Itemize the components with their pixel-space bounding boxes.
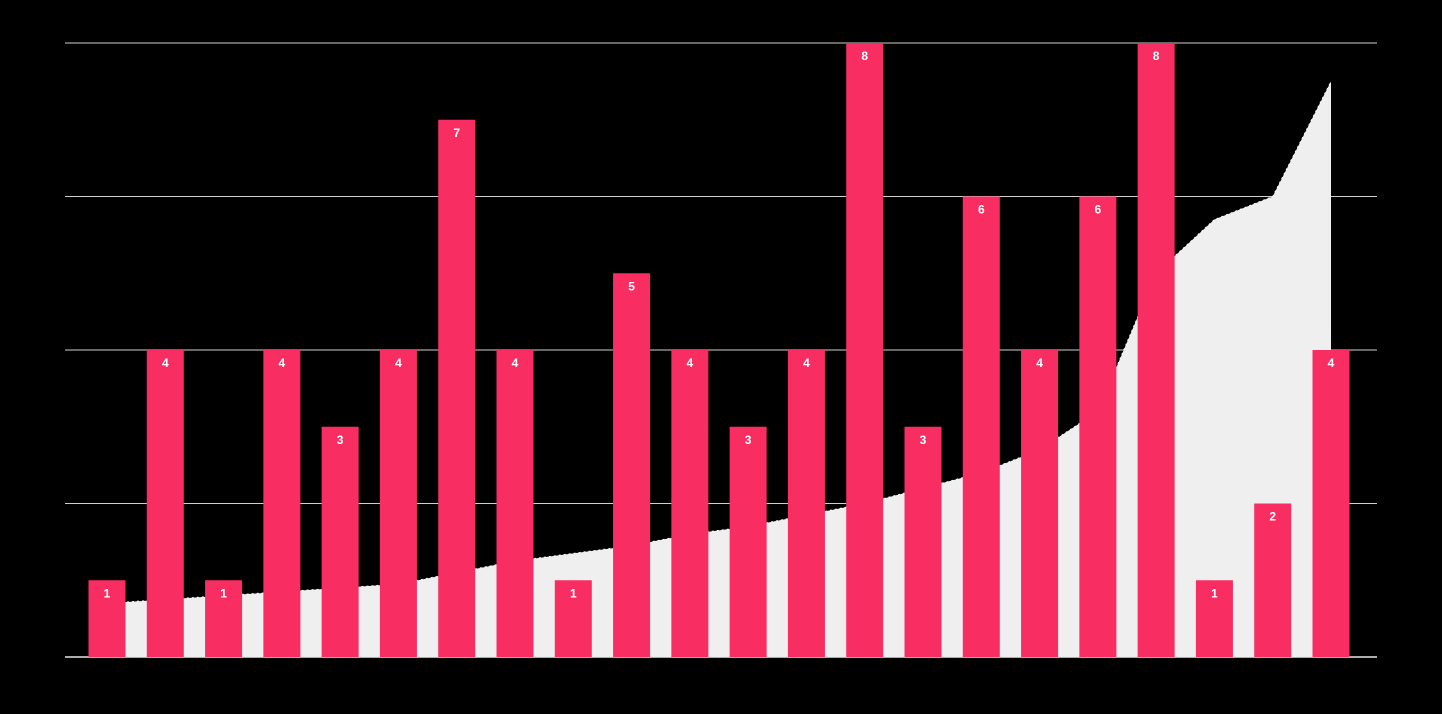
bar — [146, 350, 184, 657]
bar — [1195, 580, 1233, 657]
bar — [787, 350, 825, 657]
bar-label: 4 — [803, 356, 810, 370]
bar — [438, 119, 476, 657]
bar — [729, 426, 767, 657]
bar — [1137, 43, 1175, 657]
bar — [1079, 196, 1117, 657]
bar-label: 1 — [104, 586, 111, 600]
bar — [496, 350, 534, 657]
bar — [263, 350, 301, 657]
bar — [1312, 350, 1350, 657]
bar — [671, 350, 709, 657]
bar — [379, 350, 417, 657]
bar-label: 4 — [512, 356, 519, 370]
bar — [321, 426, 359, 657]
bar-label: 4 — [1036, 356, 1043, 370]
bar — [205, 580, 243, 657]
bar-label: 6 — [1095, 203, 1102, 217]
bar — [88, 580, 126, 657]
bar — [962, 196, 1000, 657]
bar — [904, 426, 942, 657]
bar-label: 4 — [279, 356, 286, 370]
bar-label: 4 — [395, 356, 402, 370]
bar — [1254, 503, 1292, 657]
bar-label: 1 — [570, 586, 577, 600]
bar-label: 6 — [978, 203, 985, 217]
bar-label: 7 — [453, 126, 460, 140]
bar-label: 1 — [1211, 586, 1218, 600]
bar-label: 1 — [220, 586, 227, 600]
bar — [846, 43, 884, 657]
bar-label: 3 — [745, 433, 752, 447]
bar — [613, 273, 651, 657]
bar — [1021, 350, 1059, 657]
bar-label: 4 — [1328, 356, 1335, 370]
bar — [554, 580, 592, 657]
bar-label: 4 — [687, 356, 694, 370]
bar-label: 3 — [337, 433, 344, 447]
bar-label: 2 — [1269, 510, 1276, 524]
bar-label: 5 — [628, 279, 635, 293]
bar-label: 3 — [920, 433, 927, 447]
bar-label: 8 — [1153, 49, 1160, 63]
bar-label: 8 — [861, 49, 868, 63]
bar-label: 4 — [162, 356, 169, 370]
